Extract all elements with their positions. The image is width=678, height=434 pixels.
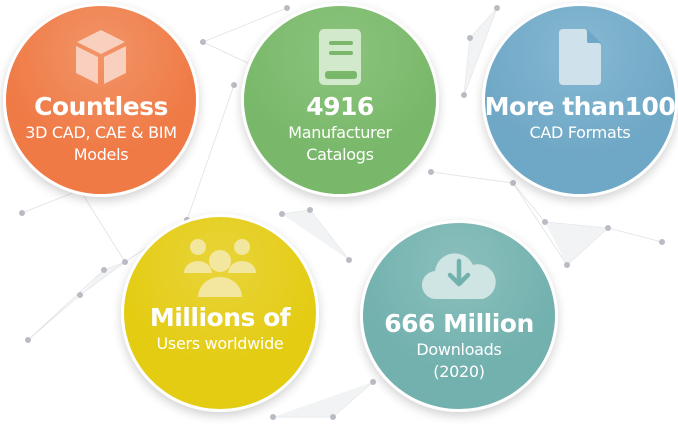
stat-title: 666 Million	[384, 309, 534, 338]
stat-line: Manufacturer	[288, 123, 392, 142]
stat-title: Millions of	[149, 303, 291, 332]
stat-formats: More than100 CAD Formats	[482, 3, 678, 197]
stat-downloads: 666 Million Downloads (2020)	[360, 220, 558, 412]
stat-title: 4916	[306, 92, 374, 121]
stat-line: 3D CAD, CAE & BIM	[25, 123, 177, 142]
cloud-download-icon	[421, 245, 497, 303]
stat-title: Countless	[34, 92, 168, 121]
users-icon	[182, 239, 258, 297]
stat-catalogs: 4916 Manufacturer Catalogs	[241, 3, 439, 197]
stat-line: Models	[73, 145, 129, 164]
stat-line: Catalogs	[306, 145, 374, 164]
stat-models: Countless 3D CAD, CAE & BIM Models	[3, 3, 199, 197]
book-icon	[315, 28, 365, 86]
file-icon	[557, 28, 603, 86]
stat-users: Millions of Users worldwide	[121, 214, 319, 412]
cube-icon	[73, 28, 129, 86]
stat-line: Users worldwide	[156, 334, 284, 353]
stat-line: CAD Formats	[529, 123, 631, 142]
stat-line: (2020)	[433, 362, 485, 381]
stat-title: More than100	[484, 92, 676, 121]
stat-line: Downloads	[416, 340, 502, 359]
